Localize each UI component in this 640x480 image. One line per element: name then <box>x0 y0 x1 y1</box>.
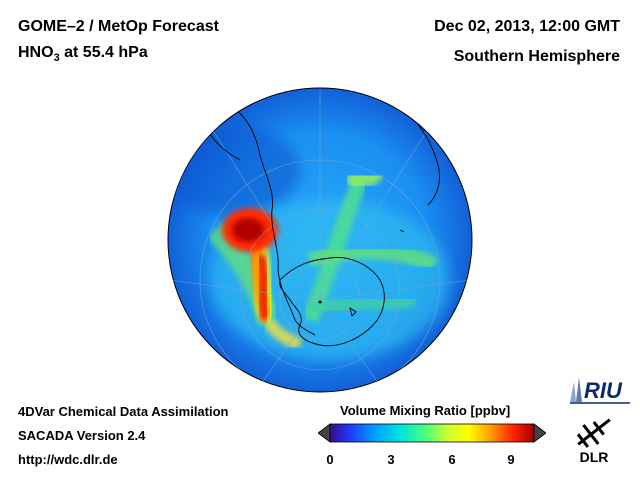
version-label: SACADA Version 2.4 <box>18 428 146 443</box>
species-subscript: 3 <box>53 52 60 65</box>
globe-map <box>167 87 473 393</box>
dlr-logo-text: DLR <box>580 449 609 465</box>
forecast-datetime: Dec 02, 2013, 12:00 GMT <box>434 18 620 35</box>
map-title: GOME–2 / MetOp Forecast <box>18 18 219 35</box>
colorbar-tick-0: 0 <box>326 452 334 467</box>
colorbar-tick-3: 3 <box>387 452 395 467</box>
website-link[interactable]: http://wdc.dlr.de <box>18 452 118 467</box>
hemisphere-label: Southern Hemisphere <box>453 48 620 65</box>
colorbar-max-arrow <box>533 423 546 443</box>
dlr-logo: DLR <box>576 418 611 465</box>
colorbar-gradient <box>329 423 535 443</box>
species-suffix: at 55.4 hPa <box>59 44 148 61</box>
colorbar-title: Volume Mixing Ratio [ppbv] <box>340 403 511 418</box>
colorbar-tick-9: 9 <box>507 452 515 467</box>
assimilation-label: 4DVar Chemical Data Assimilation <box>18 404 229 419</box>
species-prefix: HNO <box>18 44 54 61</box>
concentration-field <box>168 90 471 392</box>
riu-logo: RIU <box>570 377 630 404</box>
colorbar <box>318 423 546 443</box>
colorbar-min-arrow <box>318 423 331 443</box>
species-label: HNO3 at 55.4 hPa <box>18 44 148 64</box>
colorbar-tick-6: 6 <box>448 452 456 467</box>
riu-logo-text: RIU <box>584 378 623 403</box>
